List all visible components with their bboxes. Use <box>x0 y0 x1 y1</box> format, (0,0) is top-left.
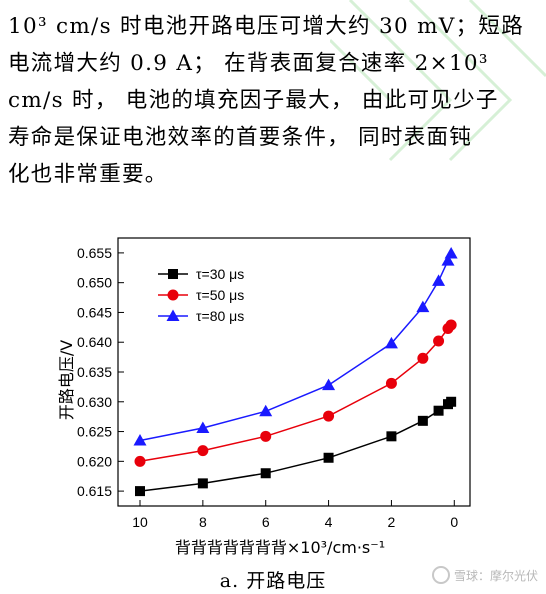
x-tick-label: 2 <box>388 514 396 530</box>
y-tick-label: 0.620 <box>77 453 112 469</box>
data-point <box>197 478 208 489</box>
data-point <box>323 452 334 463</box>
data-point <box>441 254 455 266</box>
series-line <box>139 253 452 442</box>
data-point <box>168 269 178 279</box>
data-point <box>433 405 444 416</box>
data-point <box>417 352 429 364</box>
paragraph-line: cm/s 时， 电池的填充因子最大， 由此可见少子 <box>8 88 499 113</box>
data-point <box>197 445 209 457</box>
data-point <box>167 289 179 301</box>
y-axis-label: 开路电压/V <box>57 340 76 420</box>
y-tick-label: 0.640 <box>77 334 112 350</box>
x-axis-label: 背背背背背背背×10³/cm·s⁻¹ <box>175 538 385 557</box>
snowball-logo-icon <box>431 566 450 584</box>
body-paragraph: 10³ cm/s 时电池开路电压可增大约 30 mV；短路 电流增大约 0.9 … <box>8 8 542 193</box>
paragraph-line: 寿命是保证电池效率的首要条件， 同时表面钝 <box>8 125 473 150</box>
x-tick-label: 10 <box>132 514 148 530</box>
x-tick-label: 4 <box>325 514 333 530</box>
data-point <box>445 319 457 331</box>
data-point <box>196 421 210 433</box>
y-tick-label: 0.645 <box>77 304 112 320</box>
data-point <box>444 246 458 259</box>
y-tick-label: 0.635 <box>77 364 112 380</box>
legend-label: τ=80 μs <box>196 308 244 324</box>
data-point <box>166 309 180 321</box>
data-point <box>446 396 457 407</box>
data-point <box>260 468 271 479</box>
series-line <box>139 401 452 492</box>
y-tick-label: 0.650 <box>77 275 112 291</box>
data-point <box>135 486 145 497</box>
x-tick-label: 8 <box>199 514 207 530</box>
y-tick-label: 0.625 <box>77 424 112 440</box>
y-tick-label: 0.615 <box>77 483 112 499</box>
data-point <box>260 430 272 442</box>
data-point <box>432 274 446 286</box>
y-tick-label: 0.655 <box>77 245 112 261</box>
watermark: 雪球：摩尔光伏 <box>431 566 538 584</box>
data-point <box>322 378 336 391</box>
paragraph-line: 10³ cm/s 时电池开路电压可增大约 30 mV；短路 <box>8 14 524 39</box>
data-point <box>416 300 430 313</box>
figure-caption: a. 开路电压 <box>219 570 327 592</box>
data-point <box>385 377 397 389</box>
data-point <box>417 415 428 426</box>
paragraph-line: 电流增大约 0.9 A； 在背表面复合速率 2×10³ <box>8 51 489 76</box>
x-tick-label: 0 <box>450 514 458 530</box>
data-point <box>323 410 335 422</box>
watermark-text: 雪球：摩尔光伏 <box>453 568 538 583</box>
data-point <box>386 431 397 442</box>
data-point <box>134 455 146 467</box>
data-point <box>259 404 273 417</box>
data-point <box>384 336 398 349</box>
y-tick-label: 0.630 <box>77 394 112 410</box>
x-tick-label: 6 <box>262 514 270 530</box>
legend-label: τ=50 μs <box>196 287 244 303</box>
data-point <box>433 335 445 347</box>
open-circuit-voltage-chart: 0.615 0.620 0.625 0.630 0.635 0.640 0.645 0.650… <box>57 237 471 557</box>
legend-label: τ=30 μs <box>196 266 244 282</box>
paragraph-line: 化也非常重要。 <box>8 162 168 187</box>
series-line <box>139 324 452 463</box>
data-point <box>133 433 147 446</box>
